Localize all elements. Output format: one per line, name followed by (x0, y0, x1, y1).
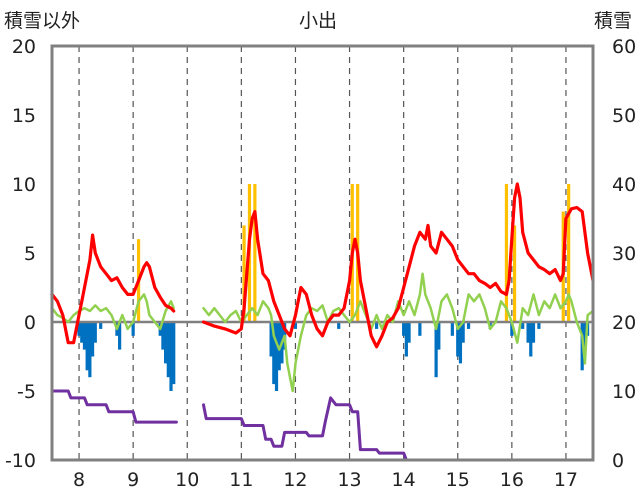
blue-bar-6 (93, 322, 97, 343)
blue-bar-1 (80, 322, 84, 343)
blue-bar-4 (88, 322, 92, 378)
x-tick-label: 16 (500, 469, 524, 491)
blue-bar-35 (461, 322, 465, 343)
blue-bar-33 (456, 322, 460, 357)
x-tick-label: 8 (73, 469, 85, 491)
left-tick-label: 20 (12, 36, 36, 58)
blue-bar-3 (85, 322, 89, 371)
right-tick-label: 60 (612, 36, 636, 58)
blue-bar-17 (269, 322, 273, 357)
blue-bar-0 (77, 322, 81, 336)
right-tick-label: 50 (612, 105, 636, 127)
blue-bar-31 (437, 322, 441, 350)
blue-bar-24 (337, 322, 341, 329)
x-tick-label: 15 (446, 469, 470, 491)
blue-bar-9 (118, 322, 122, 350)
right-tick-label: 40 (612, 174, 636, 196)
blue-bar-16 (172, 322, 176, 385)
x-tick-label: 11 (229, 469, 253, 491)
blue-bar-28 (407, 322, 411, 343)
left-tick-label: -5 (17, 381, 36, 403)
right-axis-label: 積雪 (594, 10, 632, 32)
blue-bar-34 (458, 322, 463, 364)
right-axis-ticks: 60 50 40 30 20 10 0 (612, 36, 636, 472)
yellow-bar-7 (512, 225, 517, 322)
purple-line-segment-0 (50, 389, 178, 424)
blue-bar-32 (450, 322, 454, 336)
right-tick-label: 30 (612, 243, 636, 265)
blue-bar-42 (531, 322, 536, 343)
yellow-bar-6 (504, 184, 509, 322)
blue-bar-18 (272, 322, 276, 385)
x-tick-label: 10 (175, 469, 199, 491)
yellow-bar-9 (567, 184, 571, 322)
right-tick-label: 10 (612, 381, 636, 403)
yellow-bar-3 (253, 184, 257, 322)
left-axis-ticks: 20 15 10 5 0 -5 -10 (5, 36, 36, 472)
blue-bar-19 (274, 322, 279, 391)
x-tick-label: 17 (554, 469, 578, 491)
blue-bar-38 (510, 322, 514, 336)
blue-bar-30 (434, 322, 438, 378)
blue-bar-29 (418, 322, 422, 336)
blue-bar-15 (169, 322, 173, 391)
right-tick-label: 20 (612, 312, 636, 334)
blue-bar-5 (90, 322, 95, 357)
right-tick-label: 0 (612, 450, 624, 472)
x-axis-ticks: 8 9 10 11 12 13 14 15 16 17 (73, 469, 578, 491)
left-tick-label: 0 (24, 312, 36, 334)
blue-bar-40 (526, 322, 530, 343)
x-tick-label: 14 (392, 469, 416, 491)
purple-line-segment-1 (202, 396, 595, 462)
blue-bar-13 (164, 322, 168, 364)
line-series (50, 182, 595, 462)
blue-bar-41 (529, 322, 533, 357)
x-tick-label: 12 (283, 469, 307, 491)
chart-title: 小出 (299, 10, 337, 32)
blue-bar-2 (82, 322, 87, 350)
x-tick-label: 9 (127, 469, 139, 491)
blue-bar-14 (166, 322, 170, 378)
vertical-gridlines (78, 46, 567, 460)
blue-bar-36 (466, 322, 471, 329)
left-tick-label: -10 (5, 450, 36, 472)
blue-bar-45 (583, 322, 587, 350)
green-line-segment-1 (202, 272, 595, 393)
green-line-segment-0 (50, 293, 175, 331)
blue-bar-25 (375, 322, 379, 329)
red-line-segment-1 (201, 182, 595, 349)
blue-bar-10 (131, 322, 135, 336)
blue-bar-39 (521, 322, 525, 329)
blue-bar-23 (293, 322, 298, 329)
x-tick-label: 13 (337, 469, 361, 491)
blue-bar-7 (99, 322, 103, 329)
blue-bar-12 (161, 322, 165, 350)
blue-bar-27 (404, 322, 408, 357)
red-line-segment-0 (50, 233, 176, 345)
left-tick-label: 5 (24, 243, 36, 265)
blue-bar-26 (402, 322, 406, 336)
yellow-bar-1 (242, 225, 246, 322)
left-tick-label: 10 (12, 174, 36, 196)
plot-frame (50, 44, 595, 462)
left-tick-label: 15 (12, 105, 36, 127)
blue-bar-43 (537, 322, 541, 329)
left-axis-label: 積雪以外 (4, 10, 80, 32)
